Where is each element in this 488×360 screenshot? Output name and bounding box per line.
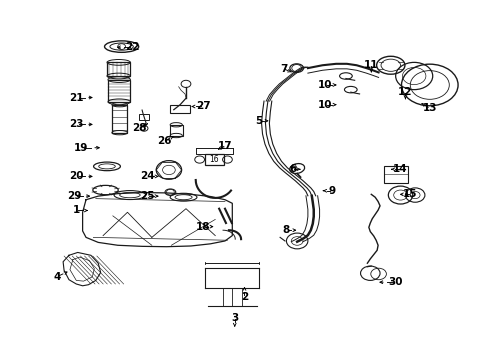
Text: 9: 9	[328, 186, 335, 196]
Text: 17: 17	[217, 141, 232, 151]
Text: 24: 24	[140, 171, 154, 181]
Text: 22: 22	[125, 42, 139, 52]
Text: 27: 27	[195, 102, 210, 112]
Text: 11: 11	[363, 60, 378, 70]
Text: 10: 10	[317, 100, 331, 110]
Text: 18: 18	[195, 222, 210, 231]
Text: 29: 29	[66, 191, 81, 201]
Text: 12: 12	[397, 87, 412, 97]
Text: 8: 8	[282, 225, 289, 235]
Text: 28: 28	[132, 123, 146, 133]
Bar	[139, 114, 149, 120]
Text: 13: 13	[422, 103, 436, 113]
Text: 1: 1	[73, 206, 80, 216]
Text: 16: 16	[209, 155, 219, 164]
Bar	[107, 62, 130, 76]
Text: 10: 10	[317, 80, 331, 90]
Text: 15: 15	[402, 189, 417, 199]
Text: 7: 7	[279, 64, 286, 74]
Bar	[170, 125, 182, 135]
Bar	[383, 166, 407, 183]
Text: 3: 3	[231, 313, 238, 323]
Bar	[170, 105, 189, 113]
Text: 5: 5	[255, 116, 262, 126]
Text: 6: 6	[289, 164, 296, 174]
Text: 23: 23	[69, 120, 83, 129]
Text: 4: 4	[53, 272, 61, 282]
Bar	[204, 154, 224, 165]
Text: 21: 21	[69, 93, 83, 103]
Text: 30: 30	[387, 277, 402, 287]
Text: 20: 20	[69, 171, 83, 181]
Text: 25: 25	[140, 191, 154, 201]
Text: 19: 19	[74, 143, 88, 153]
Text: 2: 2	[241, 292, 247, 302]
Bar	[112, 105, 127, 133]
Text: 14: 14	[392, 164, 407, 174]
Bar	[108, 80, 130, 102]
Text: 26: 26	[157, 136, 171, 146]
